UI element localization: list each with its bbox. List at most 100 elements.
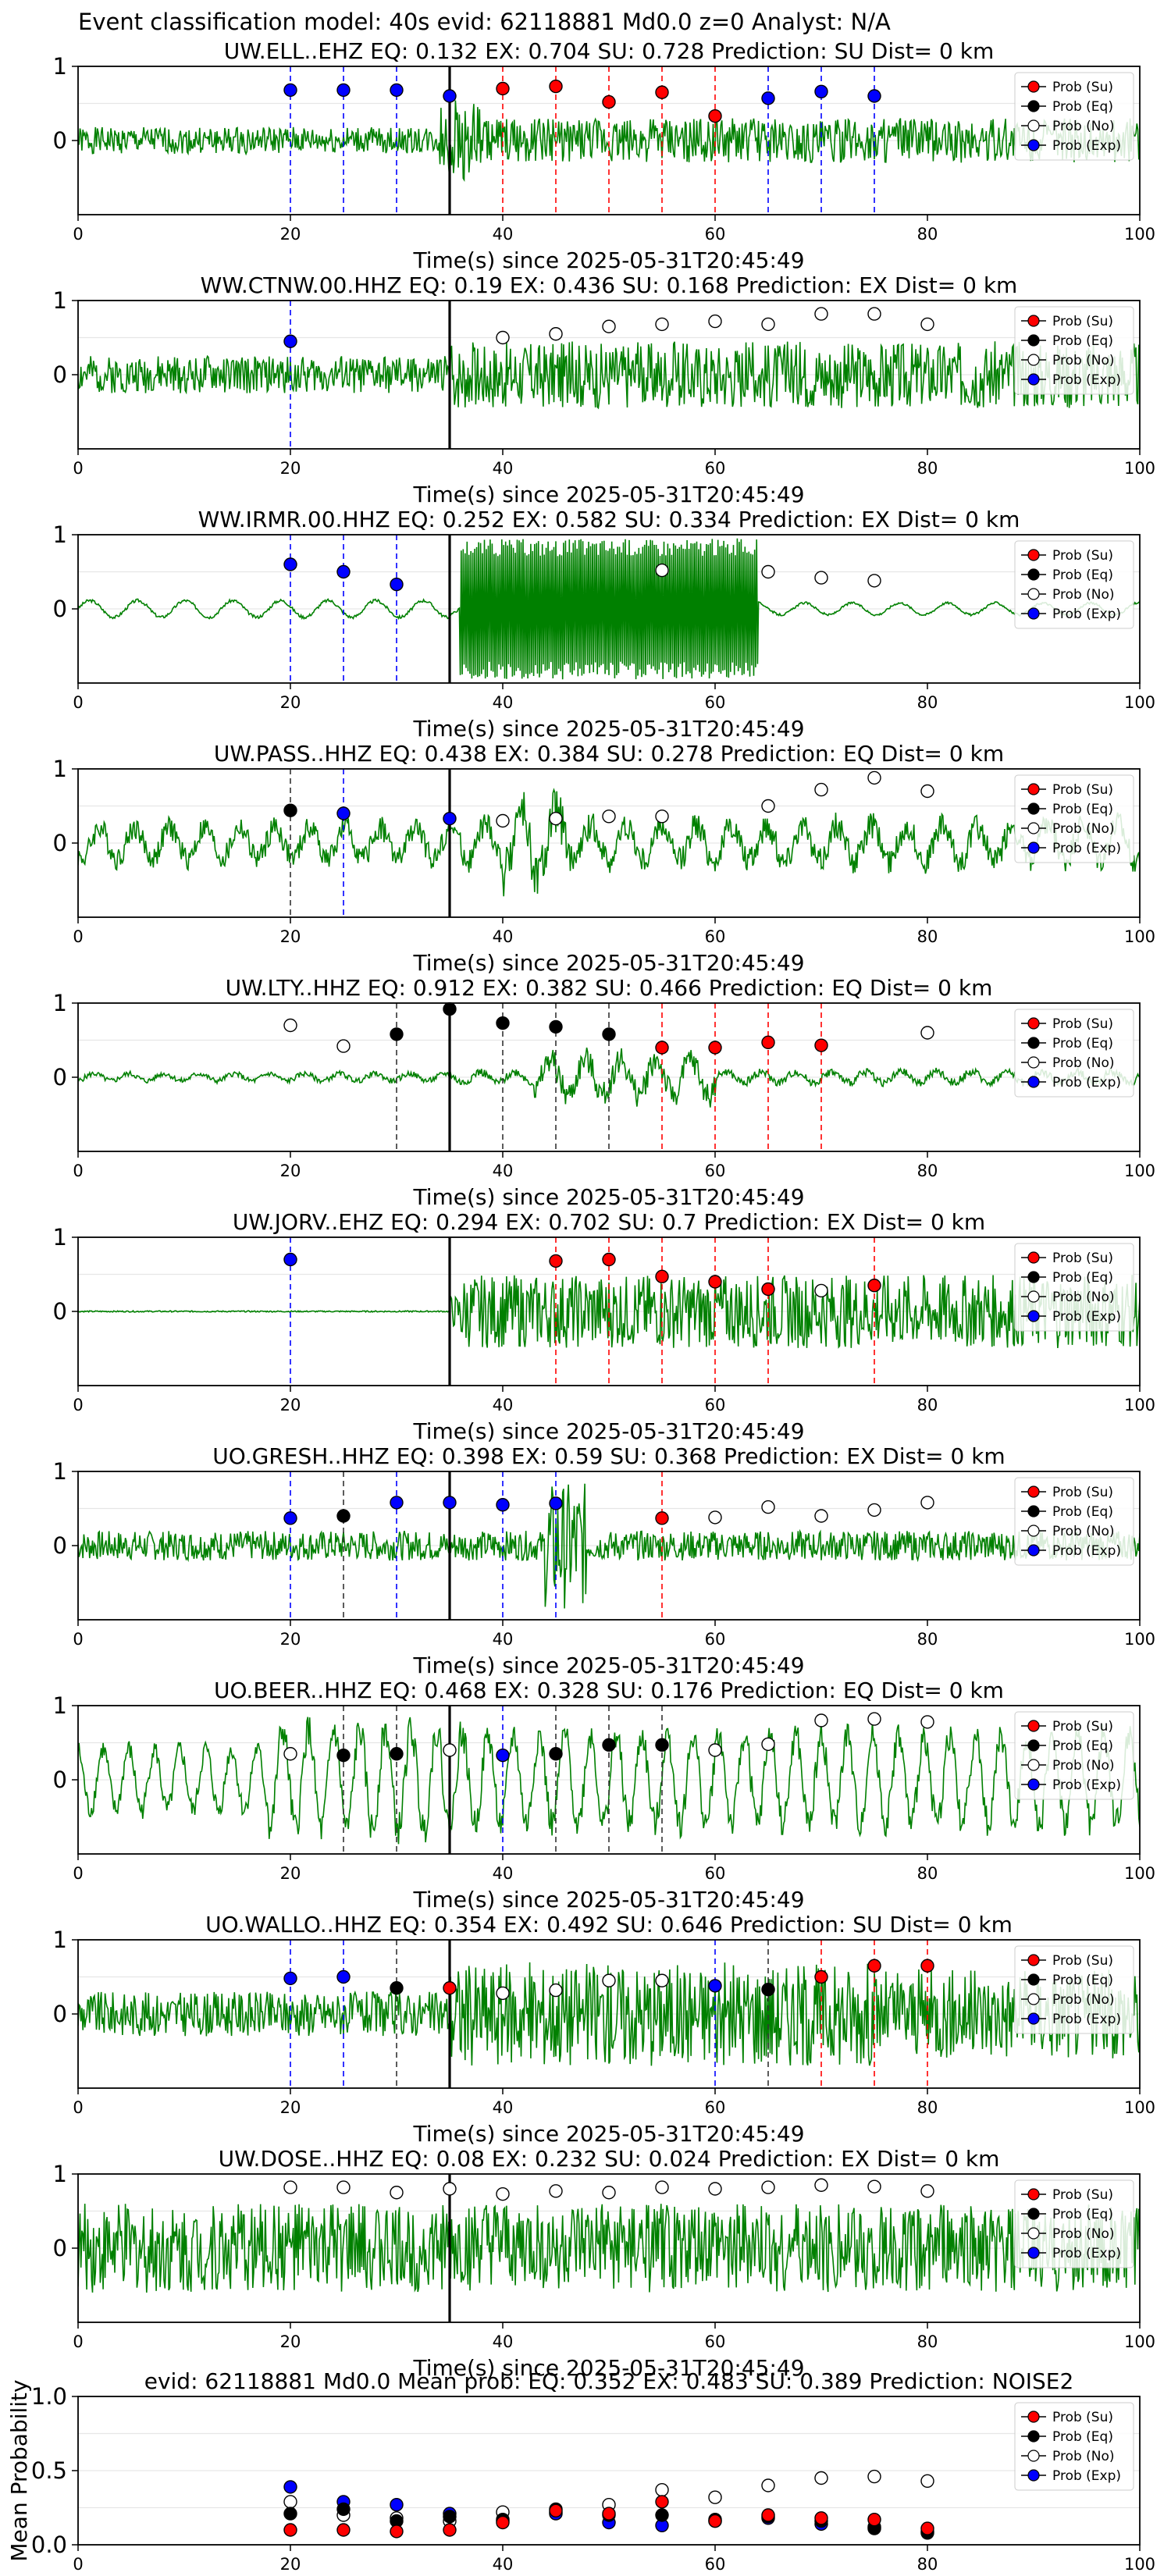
y-tick-label: 0	[53, 1532, 67, 1559]
panel-title: WW.CTNW.00.HHZ EQ: 0.19 EX: 0.436 SU: 0.…	[201, 272, 1018, 298]
legend-marker-exp	[1027, 1544, 1040, 1557]
legend-box	[1014, 1477, 1134, 1566]
x-tick-label: 40	[493, 2098, 514, 2117]
prob-point-no	[283, 2495, 297, 2509]
prob-point-no	[867, 770, 881, 785]
y-tick-label: 0	[53, 2235, 67, 2261]
prob-point-exp	[336, 83, 351, 98]
prob-point-exp	[390, 83, 404, 98]
prob-point-su	[708, 2514, 722, 2528]
legend-marker-su	[1027, 1954, 1040, 1966]
prob-point-su	[814, 1038, 828, 1052]
legend-marker-su	[1027, 549, 1040, 561]
waveform-trace	[78, 2204, 1140, 2293]
prob-point-su	[496, 2515, 510, 2530]
legend-marker-eq	[1027, 334, 1040, 347]
legend: Prob (Su) Prob (Eq) Prob (No) Prob (Exp)	[1014, 1009, 1134, 1098]
panel-title: UW.PASS..HHZ EQ: 0.438 EX: 0.384 SU: 0.2…	[214, 741, 1004, 767]
legend-marker-no	[1027, 2227, 1040, 2240]
x-tick-label: 80	[917, 693, 938, 712]
prob-point-eq	[390, 1747, 404, 1761]
prob-point-no	[814, 1283, 828, 1298]
legend-label: Prob (Exp)	[1052, 1309, 1121, 1325]
prob-point-no	[283, 2180, 297, 2194]
legend-label: Prob (Exp)	[1052, 138, 1121, 154]
prob-point-no	[549, 2184, 563, 2198]
legend-marker-su	[1027, 80, 1040, 93]
panel-title: WW.IRMR.00.HHZ EQ: 0.252 EX: 0.582 SU: 0…	[198, 507, 1020, 532]
legend-label: Prob (Eq)	[1052, 99, 1113, 115]
legend-marker-exp	[1027, 2247, 1040, 2259]
legend-marker-exp	[1027, 607, 1040, 620]
legend-label: Prob (No)	[1052, 353, 1115, 368]
y-tick-label: 1	[53, 756, 67, 782]
x-tick-label: 0	[73, 459, 83, 478]
prob-point-no	[814, 307, 828, 321]
legend: Prob (Su) Prob (Eq) Prob (No) Prob (Exp)	[1014, 1243, 1134, 1332]
x-tick-label: 20	[280, 2098, 301, 2117]
prob-point-no	[602, 1973, 616, 1987]
prob-point-exp	[708, 1979, 722, 1993]
legend-marker-eq	[1027, 1037, 1040, 1049]
legend-label: Prob (Eq)	[1052, 568, 1113, 583]
x-tick-label: 100	[1124, 2332, 1155, 2351]
y-tick-label: 1.0	[31, 2383, 67, 2410]
x-tick-label: 0	[73, 927, 83, 946]
x-axis-label: Time(s) since 2025-05-31T20:45:49	[412, 1184, 804, 1210]
legend-marker-su	[1027, 2411, 1040, 2423]
y-tick-label: 0.0	[31, 2532, 67, 2558]
prob-point-su	[496, 81, 510, 96]
y-tick-label: 1	[53, 521, 67, 548]
x-tick-label: 60	[705, 927, 726, 946]
legend-marker-no	[1027, 354, 1040, 366]
prob-point-no	[920, 2184, 934, 2198]
legend-label: Prob (No)	[1052, 1758, 1115, 1774]
prob-point-eq	[283, 2507, 297, 2521]
y-tick-label: 0	[53, 1298, 67, 1325]
panel-title: UO.GRESH..HHZ EQ: 0.398 EX: 0.59 SU: 0.3…	[212, 1443, 1005, 1469]
prob-point-su	[655, 1269, 669, 1284]
legend: Prob (Su) Prob (Eq) Prob (No) Prob (Exp)	[1014, 1711, 1134, 1800]
station-panel-9: UW.DOSE..HHZ EQ: 0.08 EX: 0.232 SU: 0.02…	[53, 2146, 1156, 2381]
x-axis-label: Time(s) since 2025-05-31T20:45:49	[412, 482, 804, 507]
legend-marker-no	[1027, 588, 1040, 600]
x-tick-label: 60	[705, 2555, 726, 2574]
legend-label: Prob (Eq)	[1052, 2207, 1113, 2222]
prob-point-exp	[283, 334, 297, 348]
prob-point-su	[602, 1252, 616, 1267]
legend: Prob (Su) Prob (Eq) Prob (No) Prob (Exp)	[1014, 306, 1134, 395]
x-tick-label: 100	[1124, 2098, 1155, 2117]
prob-point-exp	[549, 1496, 563, 1510]
legend-marker-su	[1027, 1485, 1040, 1498]
prob-point-su	[867, 2512, 881, 2527]
x-tick-label: 80	[917, 1630, 938, 1649]
x-tick-label: 20	[280, 1630, 301, 1649]
waveform-trace	[78, 341, 1140, 410]
y-tick-label: 1	[53, 1224, 67, 1251]
prob-point-no	[867, 1503, 881, 1517]
prob-point-exp	[336, 806, 351, 820]
x-axis-label: Time(s) since 2025-05-31T20:45:49	[412, 2121, 804, 2147]
prob-point-su	[867, 1959, 881, 1973]
prob-point-no	[814, 2178, 828, 2192]
mean-probability-panel: evid: 62118881 Md0.0 Mean prob: EQ: 0.35…	[6, 2368, 1155, 2574]
prob-point-no	[496, 1986, 510, 2001]
waveform-trace	[78, 1047, 1140, 1108]
prob-point-no	[655, 2482, 669, 2497]
legend-box	[1014, 306, 1134, 395]
legend-label: Prob (Su)	[1052, 80, 1113, 95]
legend-label: Prob (Eq)	[1052, 1973, 1113, 1988]
prob-point-no	[283, 1018, 297, 1033]
prob-point-su	[867, 1279, 881, 1293]
x-tick-label: 60	[705, 459, 726, 478]
legend-label: Prob (No)	[1052, 2449, 1115, 2464]
prob-point-exp	[283, 1252, 297, 1267]
x-tick-label: 0	[73, 1396, 83, 1414]
legend-label: Prob (No)	[1052, 1290, 1115, 1305]
legend-label: Prob (Su)	[1052, 1719, 1113, 1735]
legend-label: Prob (Eq)	[1052, 1270, 1113, 1286]
prob-point-eq	[390, 1981, 404, 1995]
x-tick-label: 80	[917, 2332, 938, 2351]
legend-marker-eq	[1027, 2208, 1040, 2220]
panel-title: UW.LTY..HHZ EQ: 0.912 EX: 0.382 SU: 0.46…	[226, 975, 993, 1001]
